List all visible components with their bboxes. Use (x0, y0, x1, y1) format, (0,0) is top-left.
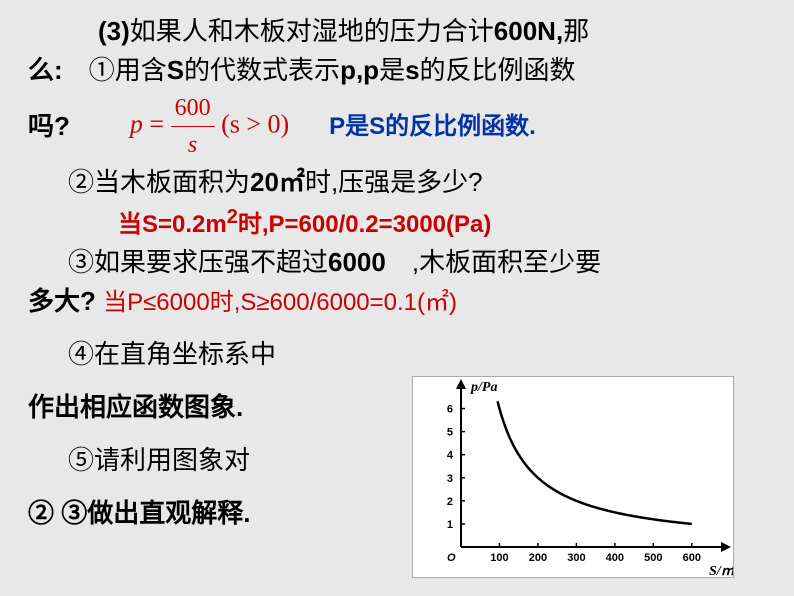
bold-S: S (167, 55, 184, 85)
svg-text:6: 6 (447, 404, 453, 416)
bold-pp: p,p (340, 55, 379, 85)
graph: 100 200 300 400 500 600 1 2 3 4 5 6 Op/Pa S/㎡ (412, 376, 734, 578)
bold-6000: 6000 (328, 247, 386, 277)
text: 的代数式表示 (184, 55, 340, 85)
text: ④在直角坐标系中 (68, 339, 276, 369)
text: ⑤请利用图象对 (68, 445, 250, 475)
q5b: ② ③做出直观解释. (28, 494, 448, 533)
svg-text:500: 500 (644, 552, 662, 564)
svg-text:O: O (447, 552, 456, 564)
text: ③如果要求压强不超过 (68, 247, 328, 277)
svg-text:600: 600 (683, 552, 701, 564)
denominator: s (171, 127, 215, 163)
svg-text:1: 1 (447, 519, 453, 531)
text: ② ③做出直观解释. (28, 498, 250, 528)
condition: (s > 0) (221, 109, 289, 138)
line2: 么: ①用含S的代数式表示p,p是s的反比例函数 (28, 51, 766, 90)
q2: ②当木板面积为20㎡时,压强是多少? (28, 163, 766, 202)
svg-text:5: 5 (447, 427, 453, 439)
line3: 吗? p = 600s (s > 0) P是S的反比例函数. (28, 90, 766, 163)
ans2sup: 2 (227, 206, 238, 228)
svg-text:400: 400 (606, 552, 624, 564)
answer1: P是S的反比例函数. (329, 109, 536, 145)
formula: p = 600s (s > 0) (130, 90, 289, 163)
text: ,木板面积至少要 (412, 247, 601, 277)
svg-text:100: 100 (490, 552, 508, 564)
text: 的反比例函数 (420, 55, 576, 85)
svg-text:S/㎡: S/㎡ (709, 562, 733, 577)
q5a: ⑤请利用图象对 (28, 441, 448, 480)
text: 是 (379, 55, 405, 85)
svg-text:p/Pa: p/Pa (470, 380, 497, 395)
q3b-line: 多大? 当P≤6000时,S≥600/6000=0.1(㎡) (28, 282, 766, 321)
bold-600n: 600N, (494, 16, 563, 46)
ans2: 当S=0.2m2时,P=600/0.2=3000(Pa) (28, 202, 766, 243)
svg-text:2: 2 (447, 496, 453, 508)
line1: (3)如果人和木板对湿地的压力合计600N,那 (28, 12, 766, 51)
bold-s: s (405, 55, 419, 85)
text: 如果人和木板对湿地的压力合计 (130, 16, 494, 46)
marker-3: (3) (98, 16, 130, 46)
q4a: ④在直角坐标系中 (28, 335, 448, 374)
svg-text:4: 4 (447, 450, 454, 462)
text: 那 (563, 16, 589, 46)
bold-20: 20㎡ (250, 167, 305, 197)
ans2b: 时,P=600/0.2=3000(Pa) (238, 211, 492, 238)
text: ②当木板面积为 (68, 167, 250, 197)
graph-svg: 100 200 300 400 500 600 1 2 3 4 5 6 Op/Pa S/㎡ (413, 377, 733, 577)
eq: = (143, 109, 171, 138)
svg-text:3: 3 (447, 473, 453, 485)
fraction: 600s (171, 90, 215, 163)
text: 作出相应函数图象. (28, 392, 243, 422)
svg-text:300: 300 (567, 552, 585, 564)
lhs: p (130, 109, 143, 138)
q4b: 作出相应函数图象. (28, 388, 448, 427)
numerator: 600 (171, 90, 215, 127)
bold: 么: (28, 55, 63, 85)
answer3: 当P≤6000时,S≥600/6000=0.1(㎡) (103, 289, 457, 316)
ans2a: 当S=0.2m (118, 211, 227, 238)
text-duoda: 多大? (28, 286, 96, 316)
text: ①用含 (89, 55, 167, 85)
text: 时,压强是多少? (305, 167, 483, 197)
text-ma: 吗? (28, 107, 70, 146)
svg-text:200: 200 (529, 552, 547, 564)
q3: ③如果要求压强不超过6000 ,木板面积至少要 (28, 243, 766, 282)
